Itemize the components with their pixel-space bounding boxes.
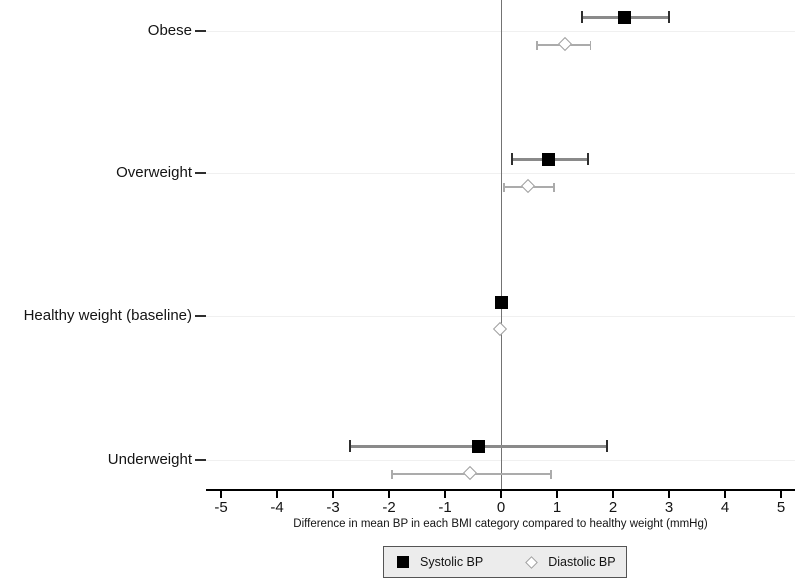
x-axis-line [206,489,795,491]
marker-diastolic-diamond [557,37,572,52]
x-axis-tick-label: 4 [720,499,730,516]
legend-label-diastolic: Diastolic BP [548,555,616,569]
category-label: Overweight [116,164,192,181]
x-axis-tick-label: -3 [326,499,340,516]
ci-cap-right [586,153,589,165]
ci-cap-left [511,153,514,165]
category-label: Underweight [107,451,192,468]
diastolic-diamond-icon [525,555,539,569]
x-axis-tick [444,490,446,498]
x-axis-tick-label: 0 [496,499,506,516]
x-axis-tick [780,490,782,498]
x-axis-tick-label: -2 [382,499,396,516]
marker-systolic-square [542,152,556,166]
x-axis-tick [388,490,390,498]
ci-cap-left [390,469,393,479]
legend-label-systolic: Systolic BP [420,555,484,569]
marker-systolic-square [494,295,508,309]
legend: Systolic BP Diastolic BP [383,546,627,578]
ci-cap-right [550,469,553,479]
ci-cap-right [668,11,670,23]
y-axis-tick [195,172,206,174]
ci-cap-left [536,40,539,50]
x-axis-tick [220,490,222,498]
marker-diastolic-diamond [493,322,508,337]
x-axis-tick [276,490,278,498]
x-axis-tick-label: -1 [438,499,452,516]
category-label: Healthy weight (baseline) [23,307,192,324]
x-axis-tick-label: 2 [608,499,618,516]
x-axis-tick [500,490,502,498]
x-axis-tick-label: -4 [270,499,284,516]
ci-cap-right [589,40,592,50]
marker-systolic-square [617,10,631,24]
x-axis-tick-label: -5 [214,499,228,516]
systolic-square-icon [397,556,409,568]
x-axis-tick [668,490,670,498]
ci-cap-left [502,182,505,192]
y-axis-tick [195,30,206,32]
x-axis-tick-label: 3 [664,499,674,516]
reference-line [500,0,502,489]
marker-diastolic-diamond [521,179,536,194]
marker-diastolic-diamond [462,466,477,481]
x-axis-tick-label: 1 [552,499,562,516]
category-label: Obese [147,22,192,39]
x-axis-title: Difference in mean BP in each BMI catego… [293,518,708,530]
x-axis-tick [612,490,614,498]
ci-cap-right [606,440,609,452]
ci-cap-right [553,182,555,192]
marker-systolic-square [472,439,486,453]
x-axis-tick-label: 5 [776,499,786,516]
x-axis-tick [332,490,334,498]
ci-cap-left [581,11,584,23]
x-axis-tick [724,490,726,498]
y-axis-tick [195,315,206,317]
ci-cap-left [348,440,351,452]
y-axis-tick [195,459,206,461]
x-axis-tick [556,490,558,498]
